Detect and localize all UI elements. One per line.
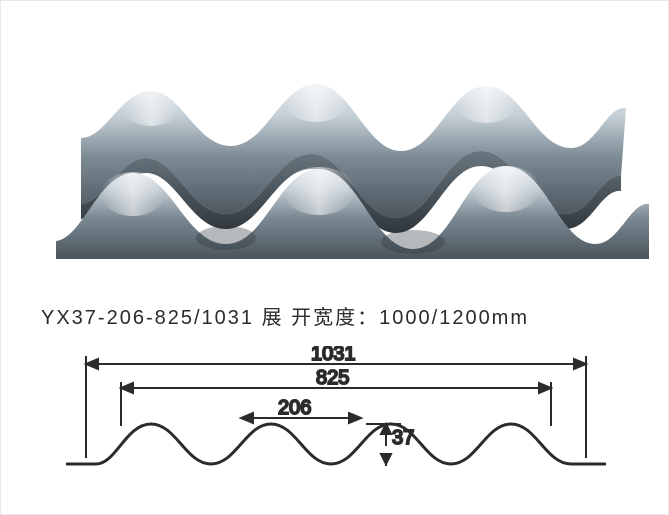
profile-diagram: 1031 825 206	[56, 346, 616, 486]
figure-canvas: YX37-206-825/1031 展 开宽度：1000/1200mm 1031…	[0, 0, 669, 515]
spec-text: YX37-206-825/1031 展 开宽度：1000/1200mm	[41, 301, 641, 330]
dim-overall-label: 1031	[311, 346, 356, 365]
dim-height-label: 37	[392, 427, 414, 449]
dim-cover-label: 825	[316, 367, 349, 389]
profile-wave	[66, 424, 606, 464]
dim-pitch-label: 206	[278, 397, 311, 419]
tile-3d-render	[21, 46, 651, 261]
